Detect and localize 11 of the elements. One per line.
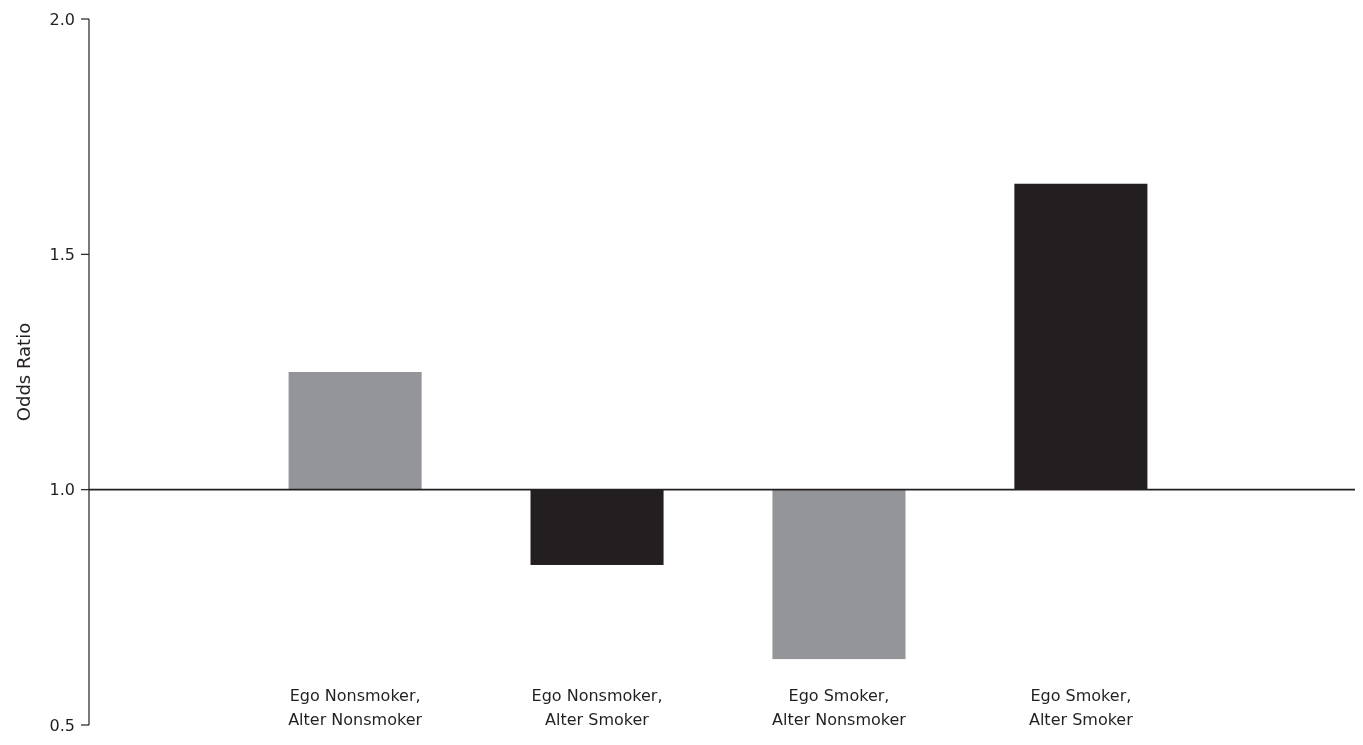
x-tick-label: Ego Nonsmoker, Alter Nonsmoker — [288, 686, 423, 729]
x-tick-label: Ego Nonsmoker, Alter Smoker — [531, 686, 663, 729]
x-tick-label: Ego Smoker, Alter Nonsmoker — [772, 686, 907, 729]
y-tick-label: 2.0 — [49, 9, 75, 29]
x-tick-label: Ego Smoker, Alter Smoker — [1028, 686, 1134, 729]
y-tick-label: 1.5 — [49, 244, 75, 264]
bar — [772, 489, 906, 660]
y-tick-label: 1.0 — [49, 480, 75, 500]
bar — [288, 372, 422, 490]
y-axis-title: Odds Ratio — [13, 322, 34, 422]
y-tick-label: 0.5 — [49, 715, 75, 735]
